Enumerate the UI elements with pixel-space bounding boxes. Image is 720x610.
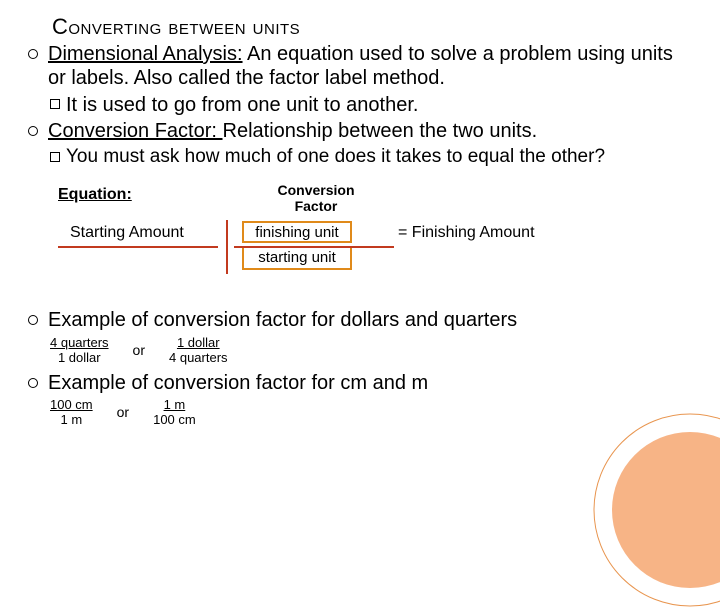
or-label: or [133,342,145,358]
example-1-bullet: Example of conversion factor for dollars… [28,308,692,332]
equation-diagram: Equation: Conversion Factor Starting Amo… [58,186,692,306]
starting-amount-label: Starting Amount [70,224,184,242]
bullet-1-sub: It is used to go from one unit to anothe… [50,93,692,117]
or-label: or [117,404,129,420]
example-1: Example of conversion factor for dollars… [28,308,692,364]
bullet-icon [28,315,38,325]
bullet-1-sub-text: It is used to go from one unit to anothe… [66,93,418,117]
fraction-2b: 1 m 100 cm [153,397,196,427]
example-1-title: Example of conversion factor for dollars… [48,308,517,332]
example-2-bullet: Example of conversion factor for cm and … [28,371,692,395]
denominator: 1 dollar [50,350,109,365]
bullet-1-text: Dimensional Analysis: An equation used t… [48,42,692,91]
def-conversion: Relationship between the two units. [223,120,538,142]
term-conversion: Conversion Factor: [48,120,223,142]
slide-title: Converting between units [52,14,692,40]
fraction-2a: 100 cm 1 m [50,397,93,427]
slide-content: Converting between units Dimensional Ana… [0,0,720,427]
bullet-icon [28,126,38,136]
bullet-icon [28,378,38,388]
bullet-2-text: Conversion Factor: Relationship between … [48,119,537,143]
numerator: 1 dollar [177,335,220,350]
equation-label: Equation: [58,186,132,204]
finishing-amount-label: = Finishing Amount [398,224,535,242]
example-1-fractions: 4 quarters 1 dollar or 1 dollar 4 quarte… [50,335,692,365]
bullet-icon [28,49,38,59]
denominator: 1 m [50,412,93,427]
decorative-circle-icon [590,410,720,610]
fraction-divider-vertical [226,220,228,274]
starting-unit-box: starting unit [242,248,352,270]
term-dimensional: Dimensional Analysis: [48,43,243,65]
bullet-2: Conversion Factor: Relationship between … [28,119,692,143]
finishing-unit-box: finishing unit [242,221,352,243]
bullet-2-sub: You must ask how much of one does it tak… [50,146,692,169]
fraction-bar-left [58,246,218,248]
example-2-title: Example of conversion factor for cm and … [48,371,428,395]
numerator: 100 cm [50,397,93,412]
bullet-1: Dimensional Analysis: An equation used t… [28,42,692,91]
numerator: 1 m [164,397,186,412]
denominator: 100 cm [153,412,196,427]
square-icon [50,99,60,109]
square-icon [50,152,60,162]
denominator: 4 quarters [169,350,228,365]
fraction-1a: 4 quarters 1 dollar [50,335,109,365]
conversion-factor-label: Conversion Factor [266,182,366,214]
fraction-1b: 1 dollar 4 quarters [169,335,228,365]
bullet-2-sub-text: You must ask how much of one does it tak… [66,146,605,169]
numerator: 4 quarters [50,335,109,350]
